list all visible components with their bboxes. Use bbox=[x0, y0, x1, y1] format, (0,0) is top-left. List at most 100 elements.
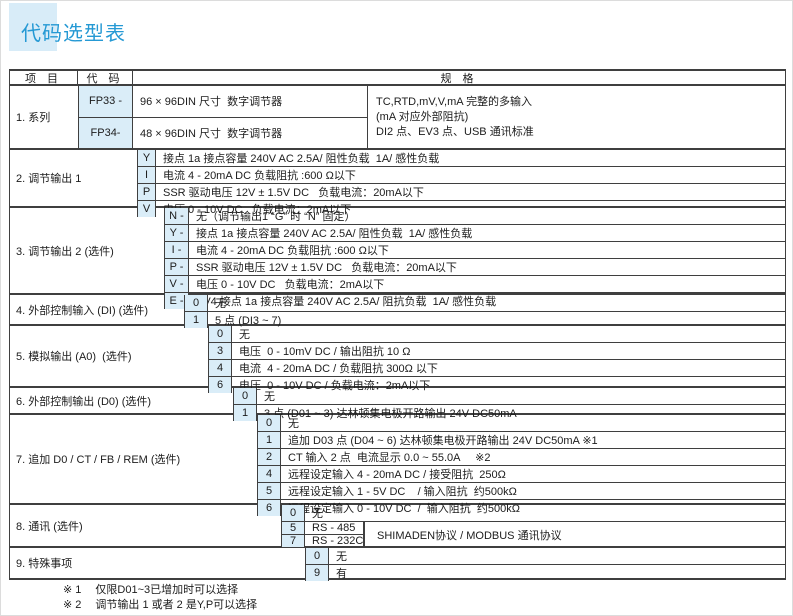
code-cell: 9 bbox=[305, 565, 329, 581]
table-subrow: Y - 接点 1a 接点容量 240V AC 2.5A/ 阻性负载 1A/ 感性负… bbox=[164, 224, 785, 241]
group-row: 5. 模拟输出 (A0) (选件) 0 无 3 电压 0 - 10mV DC / 输出阻… bbox=[10, 326, 785, 393]
code-cell: 0 bbox=[233, 388, 257, 404]
group-row: 3. 调节输出 2 (选件) N - 无（调节输出1 “G” 时 “N” 固定） Y … bbox=[10, 208, 785, 309]
group-label: 5. 模拟输出 (A0) (选件) bbox=[16, 351, 132, 363]
group-rows: Y 接点 1a 接点容量 240V AC 2.5A/ 阻性负载 1A/ 感性负载 I… bbox=[137, 150, 785, 217]
spec-cell: 电流 4 - 20mA DC 负载阻抗 :600 Ω以下 bbox=[163, 170, 356, 182]
title-highlight-square bbox=[9, 3, 57, 51]
spec-cell: 3 点 (D01 ~ 3) 达林顿集电极开路输出 24V DC50mA bbox=[264, 408, 517, 420]
series-group: 1. 系列 FP33 - 96 × 96DIN 尺寸 数字调节器 FP34- 4… bbox=[10, 86, 785, 150]
code-cell: V bbox=[137, 201, 156, 217]
code-cell: Y bbox=[137, 150, 156, 166]
spec-cell: 48 × 96DIN 尺寸 数字调节器 bbox=[140, 127, 283, 140]
table-subrow: I - 电流 4 - 20mA DC 负载阻抗 :600 Ω以下 bbox=[164, 241, 785, 258]
spec-cell: RS - 232C bbox=[305, 535, 364, 547]
spec-cell: 无 bbox=[215, 298, 226, 310]
series-common-line: TC,RTD,mV,V,mA 完整的多输入 bbox=[376, 95, 533, 108]
table-subrow: 6 电压 0 - 10V DC / 负载电流：2mA以下 bbox=[208, 376, 785, 393]
series-common-line: DI2 点、EV3 点、USB 通讯标准 bbox=[376, 125, 534, 138]
code-cell: Y - bbox=[164, 225, 189, 241]
series-row: FP34- 48 × 96DIN 尺寸 数字调节器 bbox=[78, 116, 367, 148]
code-groups: 2. 调节输出 1 Y 接点 1a 接点容量 240V AC 2.5A/ 阻性负载 … bbox=[10, 150, 785, 581]
spec-cell: 5 点 (DI3 ~ 7) bbox=[215, 315, 282, 327]
table-subrow: P SSR 驱动电压 12V ± 1.5V DC 负载电流：20mA以下 bbox=[137, 183, 785, 200]
footnote: ※ 2 调节输出 1 或者 2 是Y,P可以选择 bbox=[63, 598, 257, 613]
spec-cell: CT 输入 2 点 电流显示 0.0 ~ 55.0A ※2 bbox=[288, 452, 491, 464]
table-subrow: N - 无（调节输出1 “G” 时 “N” 固定） bbox=[164, 208, 785, 224]
header-item: 项 目 bbox=[10, 71, 78, 85]
spec-cell: 远程设定输入 4 - 20mA DC / 接受阻抗 250Ω bbox=[288, 469, 506, 481]
table-subrow: E - EV4 接点 1a 接点容量 240V AC 2.5A/ 阻抗负载 1A/… bbox=[164, 292, 785, 309]
group-label: 7. 追加 D0 / CT / FB / REM (选件) bbox=[16, 454, 181, 466]
group-row: 2. 调节输出 1 Y 接点 1a 接点容量 240V AC 2.5A/ 阻性负载 … bbox=[10, 150, 785, 217]
group-label: 6. 外部控制输出 (D0) (选件) bbox=[16, 395, 152, 408]
table-subrow: 5 RS - 485 bbox=[281, 522, 364, 534]
table-subrow: V - 电压 0 - 10V DC 负载电流：2mA以下 bbox=[164, 275, 785, 292]
footnote-text: 调节输出 1 或者 2 是Y,P可以选择 bbox=[95, 599, 258, 611]
table-subrow: 1 5 点 (DI3 ~ 7) bbox=[184, 311, 785, 328]
header-code: 代 码 bbox=[78, 71, 133, 85]
code-cell: 0 bbox=[208, 326, 232, 342]
series-common-spec: TC,RTD,mV,V,mA 完整的多输入 (mA 对应外部阻抗) DI2 点、… bbox=[367, 86, 785, 148]
table-subrow: 1 追加 D03 点 (D04 ~ 6) 达林顿集电极开路输出 24V DC50m… bbox=[257, 431, 785, 448]
group-rows: N - 无（调节输出1 “G” 时 “N” 固定） Y - 接点 1a 接点容量 24… bbox=[164, 208, 785, 309]
footnote: ※ 1 仅限D01~3已增加时可以选择 bbox=[63, 583, 257, 598]
code-cell: 0 bbox=[305, 548, 329, 564]
spec-cell: 无 bbox=[264, 391, 275, 403]
spec-cell: 无 bbox=[288, 418, 299, 430]
group-label: 8. 通讯 (选件) bbox=[16, 520, 83, 533]
spec-cell: 电压 0 - 10V DC 负载电流：2mA以下 bbox=[196, 279, 385, 291]
code-cell: 3 bbox=[208, 343, 232, 359]
table-subrow: 1 3 点 (D01 ~ 3) 达林顿集电极开路输出 24V DC50mA bbox=[233, 404, 785, 421]
spec-cell: 远程设定输入 1 - 5V DC / 输入阻抗 约500kΩ bbox=[288, 486, 517, 498]
header-spec: 规 格 bbox=[440, 72, 478, 85]
code-cell: 5 bbox=[257, 483, 281, 499]
group-rows: 0 无 1 追加 D03 点 (D04 ~ 6) 达林顿集电极开路输出 24V DC5… bbox=[257, 415, 785, 516]
spec-cell: 电流 4 - 20mA DC / 负载阻抗 300Ω 以下 bbox=[239, 363, 438, 375]
footnotes: ※ 1 仅限D01~3已增加时可以选择 ※ 2 调节输出 1 或者 2 是Y,P… bbox=[63, 583, 257, 613]
table-subrow: I 电流 4 - 20mA DC 负载阻抗 :600 Ω以下 bbox=[137, 166, 785, 183]
code-cell: 0 bbox=[184, 295, 208, 311]
comm-merged-block: 5 RS - 485 7 RS - 232C SHIMADEN协议 / MODBUS 通… bbox=[281, 521, 785, 547]
code-cell: 2 bbox=[257, 449, 281, 465]
spec-cell: 远程设定输入 0 - 10V DC / 输入阻抗 约500kΩ bbox=[288, 503, 520, 515]
group-label: 2. 调节输出 1 bbox=[16, 173, 82, 185]
code-cell: 4 bbox=[257, 466, 281, 482]
group-row: 8. 通讯 (选件) 0 无 5 RS - 485 7 RS - 232C SHIMADEN协… bbox=[10, 505, 785, 548]
code-cell: I bbox=[137, 167, 156, 183]
spec-cell: SSR 驱动电压 12V ± 1.5V DC 负载电流：20mA以下 bbox=[163, 187, 424, 199]
table-subrow: 4 电流 4 - 20mA DC / 负载阻抗 300Ω 以下 bbox=[208, 359, 785, 376]
code-selection-table: 项 目 代 码 规 格 1. 系列 FP33 - 96 × 96DIN 尺寸 数… bbox=[9, 69, 786, 581]
group-label: 9. 特殊事项 bbox=[16, 558, 73, 570]
series-rows: FP33 - 96 × 96DIN 尺寸 数字调节器 FP34- 48 × 96… bbox=[78, 86, 367, 148]
table-subrow: 2 CT 输入 2 点 电流显示 0.0 ~ 55.0A ※2 bbox=[257, 448, 785, 465]
code-cell: V - bbox=[164, 276, 189, 292]
code-cell: 0 bbox=[257, 415, 281, 431]
spec-cell: 电压 0 - 10V DC / 负载电流：2mA以下 bbox=[239, 380, 431, 392]
spec-cell: 电流 4 - 20mA DC 负载阻抗 :600 Ω以下 bbox=[196, 245, 389, 257]
page-title: 代码选型表 bbox=[21, 23, 126, 45]
code-cell: P - bbox=[164, 259, 189, 275]
code-cell: 6 bbox=[208, 377, 232, 393]
group-rows: 0 无 3 电压 0 - 10mV DC / 输出阻抗 10 Ω 4 电流 4 - 20m… bbox=[208, 326, 785, 393]
comm-protocol-note: SHIMADEN协议 / MODBUS 通讯协议 bbox=[364, 522, 785, 547]
group-row: 9. 特殊事项 0 无 9 有 bbox=[10, 548, 785, 581]
group-row: 6. 外部控制输出 (D0) (选件) 0 无 1 3 点 (D01 ~ 3) 达林顿集… bbox=[10, 388, 785, 421]
table-subrow: V 电压 0 - 10V DC 负载电流：2mA以下 bbox=[137, 200, 785, 217]
spec-cell: 追加 D03 点 (D04 ~ 6) 达林顿集电极开路输出 24V DC50mA… bbox=[288, 435, 598, 447]
code-cell: 1 bbox=[257, 432, 281, 448]
table-subrow: P - SSR 驱动电压 12V ± 1.5V DC 负载电流：20mA以下 bbox=[164, 258, 785, 275]
group-row: 7. 追加 D0 / CT / FB / REM (选件) 0 无 1 追加 D03 点… bbox=[10, 415, 785, 516]
group-rows: 0 无 5 RS - 485 7 RS - 232C SHIMADEN协议 / MODBUS… bbox=[281, 505, 785, 547]
code-cell: 0 bbox=[281, 505, 305, 521]
spec-cell: 接点 1a 接点容量 240V AC 2.5A/ 阻性负载 1A/ 感性负载 bbox=[163, 153, 440, 165]
spec-cell: RS - 485 bbox=[305, 522, 364, 534]
